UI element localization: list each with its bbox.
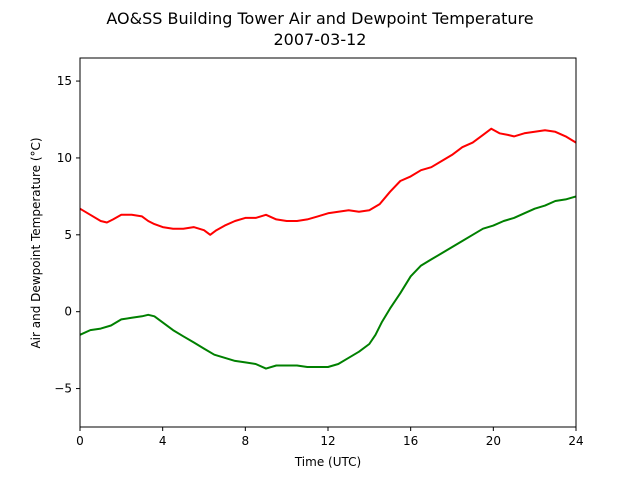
x-tick-label: 24 [568, 434, 583, 448]
y-tick-label: 0 [64, 305, 72, 319]
chart-title: AO&SS Building Tower Air and Dewpoint Te… [106, 9, 533, 28]
y-tick-label: 5 [64, 228, 72, 242]
x-ticks: 0 4 8 12 16 20 24 [76, 427, 584, 448]
y-tick-label: 10 [57, 151, 72, 165]
x-tick-label: 0 [76, 434, 84, 448]
chart-subtitle: 2007-03-12 [274, 30, 367, 49]
y-ticks: −5 0 5 10 15 [54, 74, 80, 396]
series-layer [79, 127, 577, 370]
series-line-1 [79, 195, 577, 370]
series-line-0 [79, 127, 577, 236]
x-tick-label: 20 [486, 434, 501, 448]
x-tick-label: 12 [320, 434, 335, 448]
plot-frame [79, 57, 577, 428]
x-tick-label: 4 [159, 434, 167, 448]
x-tick-label: 16 [403, 434, 418, 448]
x-axis-label: Time (UTC) [294, 455, 361, 469]
y-axis-label: Air and Dewpoint Temperature (°C) [29, 137, 43, 348]
y-tick-label: 15 [57, 74, 72, 88]
x-tick-label: 8 [242, 434, 250, 448]
y-tick-label: −5 [54, 382, 72, 396]
